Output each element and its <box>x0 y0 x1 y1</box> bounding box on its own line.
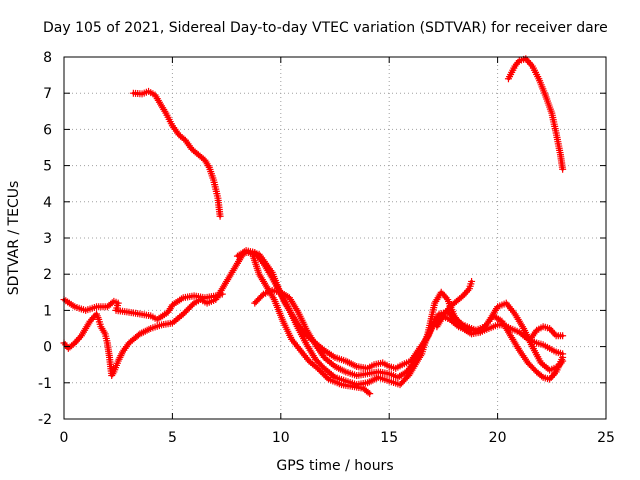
x-tick-label: 0 <box>60 430 69 446</box>
x-tick-label: 20 <box>489 430 507 446</box>
series-trace-a <box>60 290 226 323</box>
series-markers <box>249 250 374 398</box>
series-trace-f <box>433 277 476 331</box>
y-tick-label: 1 <box>43 303 52 319</box>
y-tick-label: 2 <box>43 267 52 283</box>
grid <box>64 57 606 419</box>
series-markers <box>60 290 226 323</box>
y-tick-label: 3 <box>43 231 52 247</box>
x-tick-label: 5 <box>168 430 177 446</box>
y-tick-label: 0 <box>43 340 52 356</box>
series-trace-h <box>129 87 224 220</box>
series-trace-g <box>526 323 567 343</box>
y-tick-label: -1 <box>38 376 52 392</box>
y-tick-label: 6 <box>43 122 52 138</box>
x-tick-label: 10 <box>272 430 290 446</box>
series-markers <box>526 323 567 343</box>
series-line <box>131 89 222 218</box>
series-layer <box>60 55 567 398</box>
y-tick-label: 7 <box>43 86 52 102</box>
y-tick-label: 5 <box>43 159 52 175</box>
y-axis-label: SDTVAR / TECUs <box>6 181 22 296</box>
y-tick-label: 4 <box>43 195 52 211</box>
x-tick-label: 25 <box>597 430 615 446</box>
series-markers <box>251 286 567 383</box>
x-axis-label: GPS time / hours <box>276 458 393 474</box>
series-markers <box>129 87 224 220</box>
y-tick-label: 8 <box>43 50 52 66</box>
series-trace-d <box>251 286 567 383</box>
y-tick-label: -2 <box>38 412 52 428</box>
series-trace-i <box>504 55 567 173</box>
ticks: 0 5 10 15 20 25 -2 -1 0 1 2 3 4 5 6 7 8 <box>38 50 615 446</box>
series-markers <box>504 55 567 173</box>
x-tick-label: 15 <box>380 430 398 446</box>
series-markers <box>433 277 476 331</box>
chart-title: Day 105 of 2021, Sidereal Day-to-day VTE… <box>43 20 608 36</box>
series-trace-e <box>249 250 374 398</box>
